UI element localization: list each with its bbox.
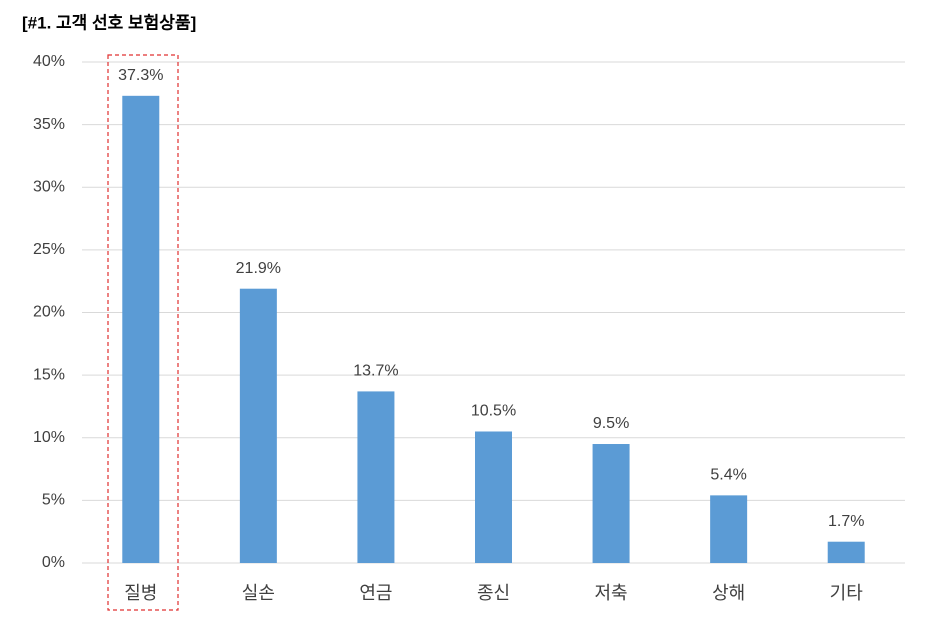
value-label: 10.5% — [471, 403, 516, 420]
y-tick-label: 0% — [42, 554, 65, 571]
value-label: 13.7% — [353, 363, 398, 380]
x-tick-label: 연금 — [359, 583, 392, 603]
value-label: 37.3% — [118, 67, 163, 84]
x-tick-label: 저축 — [595, 583, 628, 603]
bar — [592, 444, 630, 563]
x-tick-label: 질병 — [124, 583, 157, 603]
x-tick-label: 상해 — [712, 583, 745, 603]
x-tick-label: 종신 — [477, 583, 510, 603]
bar — [475, 431, 512, 563]
y-tick-label: 10% — [33, 429, 65, 446]
y-tick-label: 25% — [33, 241, 65, 258]
y-tick-label: 40% — [33, 53, 65, 70]
bar — [122, 95, 160, 563]
x-tick-label: 기타 — [830, 583, 864, 603]
value-label: 9.5% — [593, 415, 629, 432]
chart-title: [#1. 고객 선호 보험상품] — [22, 12, 196, 32]
value-label: 5.4% — [710, 467, 746, 484]
y-tick-label: 30% — [33, 178, 65, 195]
highlight-box — [107, 54, 179, 611]
bar — [827, 541, 865, 563]
bar — [239, 288, 277, 563]
bar — [357, 391, 395, 563]
y-tick-label: 15% — [33, 366, 65, 383]
bar — [710, 495, 748, 563]
y-tick-label: 20% — [33, 304, 65, 321]
y-tick-label: 5% — [42, 492, 65, 509]
value-label: 21.9% — [236, 260, 281, 277]
x-tick-label: 실손 — [242, 583, 275, 603]
value-label: 1.7% — [828, 513, 864, 530]
y-tick-label: 35% — [33, 116, 65, 133]
